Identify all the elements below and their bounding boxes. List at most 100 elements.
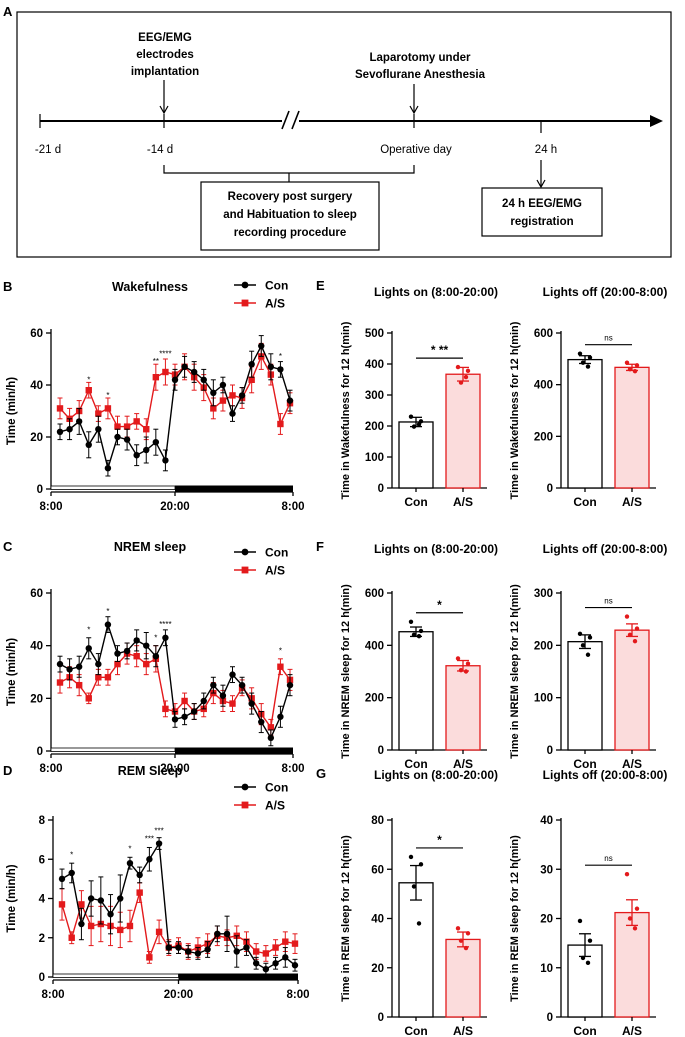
data-point-con (248, 361, 255, 368)
y-axis-label: Time (min/h) (6, 638, 18, 706)
data-point-con (107, 911, 114, 918)
y-tick-label: 10 (540, 963, 553, 975)
legend-label-as: A/S (265, 564, 285, 578)
data-point-as (95, 674, 102, 681)
significance-mark: ns (604, 597, 612, 606)
data-point-as (210, 405, 217, 412)
legend-marker-con (241, 548, 249, 556)
data-point-con (95, 660, 102, 668)
x-tick-label: Con (573, 1024, 596, 1037)
timepoint-label: 24 h (535, 144, 557, 156)
data-point-con (243, 944, 250, 951)
y-axis-label: Time in REM sleep for 12 h(min) (340, 835, 352, 1002)
timeline-arrowhead (650, 115, 663, 127)
data-point-as (114, 660, 121, 668)
data-point-con (200, 697, 207, 705)
data-point-con (258, 342, 265, 350)
individual-point (458, 667, 464, 673)
data-point-as (229, 700, 236, 707)
y-tick-label: 600 (534, 328, 553, 340)
y-tick-label: 60 (30, 328, 43, 340)
data-point-con (133, 452, 140, 459)
y-tick-label: 200 (534, 431, 553, 443)
data-point-con (267, 734, 275, 742)
recovery-box-line: and Habituation to sleep (223, 209, 357, 221)
data-point-con (104, 621, 112, 628)
recovery-box-line: Recovery post surgery (228, 191, 353, 203)
data-point-as (146, 954, 153, 961)
individual-point (634, 626, 640, 631)
individual-point (465, 368, 471, 374)
y-tick-label: 2 (39, 933, 45, 945)
significance-mark: *** (154, 827, 163, 836)
y-tick-label: 20 (30, 432, 43, 444)
rem-lights-on-bar-chart: G Lights on (8:00-20:00) 0 20 40 60 80 Time in … (316, 766, 498, 1037)
significance-mark: * ** (431, 343, 449, 357)
data-point-as (162, 705, 169, 713)
data-point-con (210, 389, 217, 396)
data-point-con (252, 960, 260, 967)
individual-point (455, 364, 461, 370)
panel-letter: F (316, 539, 324, 554)
panel-letter: B (3, 279, 12, 294)
data-point-as (262, 950, 270, 957)
data-point-con (143, 642, 150, 649)
y-tick-label: 20 (371, 963, 384, 975)
x-tick-label: 8:00 (281, 763, 304, 775)
individual-point (458, 938, 464, 943)
y-axis-label: Time in NREM sleep for 12 h(min) (340, 584, 352, 759)
individual-point (585, 652, 591, 657)
data-point-con (66, 666, 73, 673)
y-tick-label: 40 (371, 914, 384, 926)
panel-letter: G (316, 766, 326, 781)
y-tick-label: 300 (534, 588, 553, 600)
wakefulness-lights-on-bar-chart: E Lights on (8:00-20:00) 0 100 200 300 400 500 T… (316, 278, 498, 509)
data-point-con (117, 895, 124, 902)
data-point-con (233, 948, 240, 955)
x-tick-label: A/S (622, 757, 642, 771)
data-point-as (252, 948, 260, 955)
data-point-as (95, 410, 102, 417)
registration-arrowhead (536, 179, 546, 189)
data-point-con (123, 647, 131, 655)
y-axis-label: Time in NREM sleep for 12 h(min) (509, 584, 521, 759)
data-point-as (219, 397, 227, 404)
y-tick-label: 0 (378, 745, 384, 757)
significance-mark: * (128, 844, 131, 853)
significance-mark: ** (153, 357, 159, 366)
y-axis-label: Time in REM sleep for 12 h(min) (509, 835, 521, 1002)
y-tick-label: 0 (547, 745, 553, 757)
data-point-as (123, 423, 131, 430)
data-point-con (181, 713, 188, 720)
y-tick-label: 40 (540, 815, 553, 827)
data-point-as (229, 392, 236, 399)
significance-mark: * (154, 633, 157, 642)
y-tick-label: 6 (39, 854, 45, 866)
bar-as (614, 911, 650, 1018)
data-point-con (219, 381, 227, 389)
data-point-con (223, 930, 231, 938)
individual-point (632, 369, 638, 374)
individual-point (577, 918, 583, 924)
data-point-as (68, 934, 75, 941)
legend-label-con: Con (265, 781, 288, 795)
data-point-con (267, 363, 275, 370)
light-phase-bar (52, 973, 179, 978)
individual-point (418, 628, 424, 634)
x-tick-label: Con (404, 1024, 427, 1037)
y-tick-label: 400 (534, 380, 553, 392)
data-point-con (210, 681, 217, 689)
registration-box (481, 187, 603, 237)
bar-con (398, 631, 434, 751)
y-tick-label: 500 (365, 328, 384, 340)
significance-mark: * (279, 647, 282, 656)
data-point-con (229, 671, 236, 678)
data-point-as (267, 724, 275, 731)
data-point-as (58, 901, 66, 908)
data-point-con (66, 426, 73, 433)
individual-point (580, 643, 586, 648)
y-tick-label: 0 (37, 484, 43, 496)
bar-as (445, 938, 481, 1018)
y-tick-label: 0 (37, 746, 43, 758)
y-tick-label: 0 (547, 483, 553, 495)
